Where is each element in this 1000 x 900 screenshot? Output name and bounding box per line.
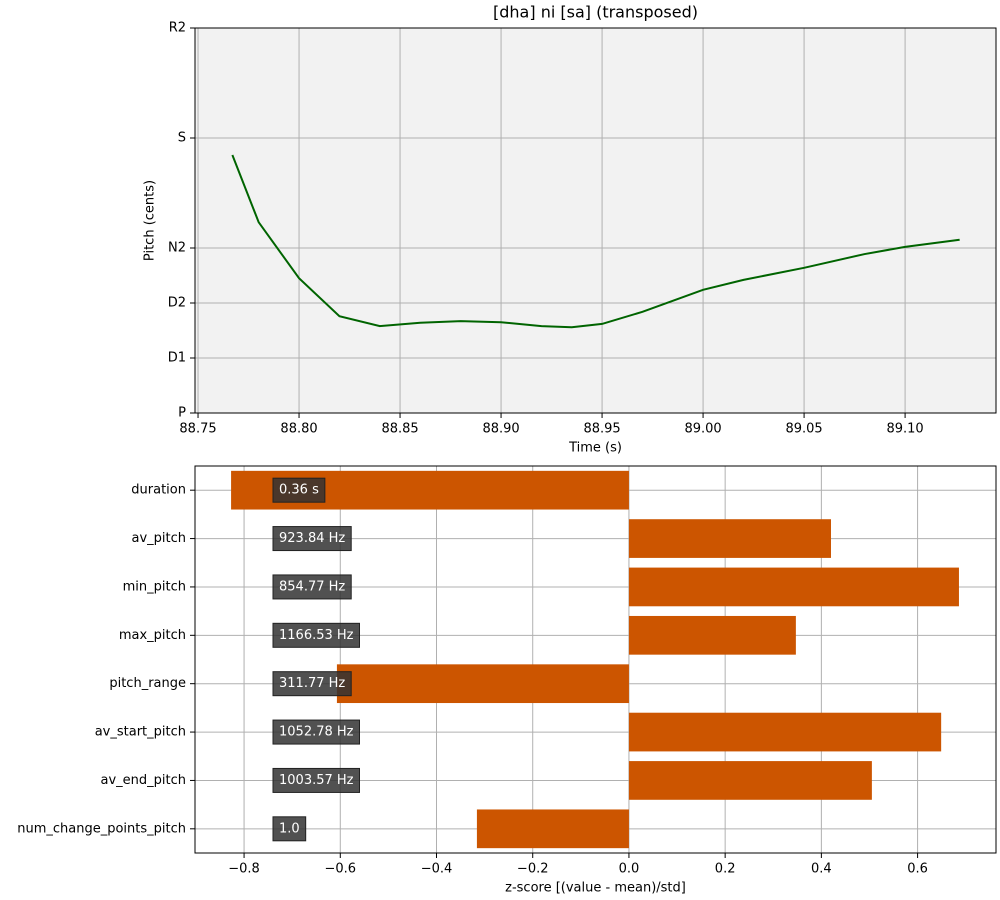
x-tick-label: 88.90: [482, 422, 519, 437]
annotation: 854.77 Hz: [272, 574, 352, 600]
bar: [628, 567, 959, 607]
x-axis-label: z-score [(value - mean)/std]: [505, 881, 686, 896]
y-tick-label: D1: [168, 351, 186, 366]
y-tick-label: av_start_pitch: [95, 725, 186, 740]
x-tick-label: 0.2: [715, 862, 736, 877]
annotation: 1003.57 Hz: [272, 767, 360, 793]
annotation-box: [272, 574, 352, 600]
annotation: 1052.78 Hz: [272, 719, 360, 745]
x-tick-label: −0.4: [421, 862, 453, 877]
x-axis-label: Time (s): [568, 441, 622, 456]
y-tick-label: av_end_pitch: [101, 773, 187, 788]
y-tick-label: P: [178, 406, 186, 421]
x-tick-label: 0.4: [811, 862, 832, 877]
y-tick-label: min_pitch: [123, 579, 186, 594]
x-tick-label: −0.2: [517, 862, 549, 877]
y-tick-label: D2: [168, 296, 186, 311]
y-tick-label: pitch_range: [109, 676, 186, 691]
annotation: 0.36 s: [272, 477, 326, 503]
annotation: 923.84 Hz: [272, 526, 352, 552]
x-tick-label: 88.85: [381, 422, 418, 437]
y-tick-label: R2: [169, 21, 186, 36]
annotation-text: 0.36 s: [279, 483, 319, 498]
plot-frame: [194, 27, 997, 414]
bar: [628, 712, 942, 752]
annotation: 1166.53 Hz: [272, 622, 360, 648]
plot-background: [195, 28, 996, 413]
annotation-text: 311.77 Hz: [279, 676, 345, 691]
bar: [336, 664, 629, 704]
bar: [628, 761, 872, 800]
bar: [628, 615, 796, 655]
annotation-box: [272, 622, 360, 648]
annotation-box: [272, 767, 360, 793]
y-tick-label: num_change_points_pitch: [17, 821, 186, 836]
annotation-box: [272, 477, 326, 503]
x-tick-label: 88.75: [179, 422, 216, 437]
x-tick-label: 88.95: [583, 422, 620, 437]
annotation-text: 1052.78 Hz: [279, 725, 354, 740]
x-tick-label: 88.80: [280, 422, 317, 437]
annotation-text: 1166.53 Hz: [279, 628, 354, 643]
y-tick-label: av_pitch: [131, 531, 186, 546]
y-tick-label: duration: [131, 483, 186, 498]
x-tick-label: −0.8: [228, 862, 260, 877]
annotation-box: [272, 671, 352, 697]
annotation-box: [272, 526, 352, 552]
plot-frame: [194, 465, 997, 854]
x-tick-label: 0.6: [907, 862, 928, 877]
annotation-text: 854.77 Hz: [279, 579, 345, 594]
x-tick-label: 89.10: [886, 422, 923, 437]
bar: [476, 809, 629, 849]
x-tick-label: 0.0: [619, 862, 640, 877]
y-tick-label: max_pitch: [119, 628, 186, 643]
annotation-text: 1003.57 Hz: [279, 773, 354, 788]
annotation-text: 923.84 Hz: [279, 531, 345, 546]
x-tick-label: −0.6: [324, 862, 356, 877]
y-axis-label: Pitch (cents): [143, 180, 158, 261]
annotation-box: [272, 816, 307, 842]
annotation: 1.0: [272, 816, 307, 842]
x-tick-label: 89.00: [684, 422, 721, 437]
y-tick-label: S: [178, 131, 186, 146]
pitch-line: [231, 154, 960, 329]
bar: [628, 519, 831, 558]
annotation-text: 1.0: [279, 821, 300, 836]
y-tick-label: N2: [168, 241, 186, 256]
x-tick-label: 89.05: [785, 422, 822, 437]
chart-title: [dha] ni [sa] (transposed): [493, 3, 698, 22]
annotation: 311.77 Hz: [272, 671, 352, 697]
annotation-box: [272, 719, 360, 745]
